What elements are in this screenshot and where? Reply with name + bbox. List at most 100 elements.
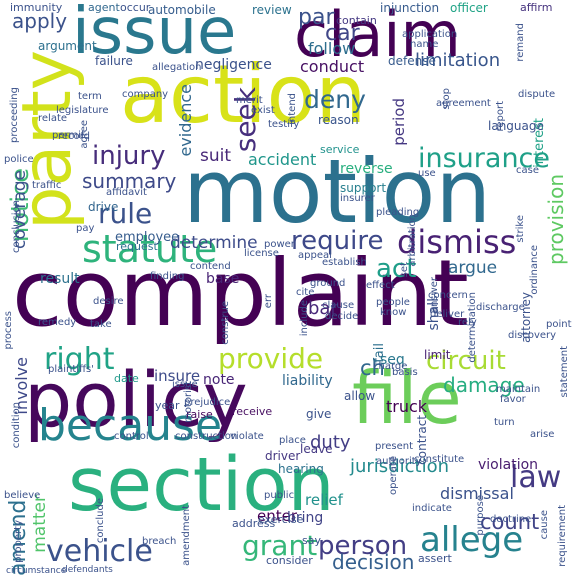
cloud-word-company: company: [122, 89, 169, 100]
cloud-word-because: because: [38, 400, 223, 451]
cloud-word-point: point: [546, 319, 572, 330]
cloud-word-basis: basis: [392, 367, 418, 378]
cloud-word-vehicle: vehicle: [46, 534, 153, 569]
cloud-word-consider: consider: [266, 554, 313, 567]
cloud-word-concern: concern: [428, 290, 468, 301]
cloud-word-bar: bar: [308, 298, 338, 319]
cloud-word-agree: agree: [79, 120, 90, 149]
cloud-word-enter: enter: [257, 507, 298, 525]
cloud-word-finding: finding: [150, 271, 185, 282]
cloud-word-par: par: [298, 5, 335, 30]
cloud-word-motion: motion: [183, 140, 492, 243]
cloud-word-determination: determination: [467, 292, 478, 363]
cloud-word-maintain: maintain: [496, 384, 541, 395]
cloud-word-section: section: [68, 442, 335, 528]
cloud-word-statute: statute: [82, 227, 218, 271]
cloud-word-limit: limit: [424, 348, 451, 362]
cloud-word-say: say: [302, 534, 321, 547]
cloud-word-term: term: [78, 91, 102, 102]
cloud-word-know: know: [380, 307, 407, 318]
cloud-word-action: action: [120, 48, 367, 141]
cloud-word-constitute: constitute: [414, 454, 465, 465]
cloud-word-insurer: insurer: [340, 193, 375, 204]
cloud-word-ordinance: ordinance: [529, 245, 540, 295]
cloud-word-provision: provision: [544, 174, 568, 265]
cloud-word-argue: argue: [448, 258, 498, 278]
cloud-word-matter: matter: [30, 495, 50, 553]
cloud-word-defendants: defendants: [62, 565, 113, 575]
cloud-word-breach: breach: [142, 536, 177, 547]
cloud-word-report: report: [495, 101, 506, 132]
cloud-word-construction: construction: [175, 431, 238, 442]
cloud-word-violate: violate: [230, 431, 264, 442]
cloud-word-car: car: [325, 21, 360, 46]
cloud-word-remand: remand: [515, 23, 526, 62]
cloud-word-pleading: pleading: [376, 207, 420, 218]
cloud-word-evidence: evidence: [176, 84, 195, 157]
cloud-word-control: control: [114, 431, 149, 442]
cloud-word-decision: decision: [332, 550, 415, 574]
cloud-word-remedy: remedy: [38, 317, 77, 328]
cloud-word-arbitration: arbitration: [407, 214, 418, 267]
cloud-word-allow: allow: [344, 389, 376, 403]
cloud-word-contend: contend: [190, 261, 231, 272]
cloud-word-suit: suit: [200, 146, 232, 166]
cloud-word-apply: apply: [12, 9, 68, 33]
cloud-word-summary: summary: [82, 169, 177, 193]
cloud-word-employee: employee: [115, 230, 180, 245]
cloud-word-prejudice: prejudice: [184, 397, 231, 408]
cloud-word-establish: establish: [322, 257, 367, 268]
cloud-word-person: person: [318, 531, 408, 561]
cloud-word-right: right: [44, 342, 115, 377]
cloud-word-hearing: hearing: [278, 462, 324, 476]
cloud-word-present: present: [375, 441, 414, 452]
cloud-word-driver: driver: [265, 449, 301, 463]
cloud-word-violation: violation: [478, 457, 539, 473]
cloud-word-claim: claim: [294, 0, 461, 71]
cloud-word-date: date: [114, 372, 139, 385]
cloud-word-truck: truck: [386, 397, 428, 416]
cloud-word-accident: accident: [248, 150, 317, 169]
cloud-word-permit: permit: [52, 130, 85, 141]
cloud-word-turn: turn: [494, 417, 515, 428]
cloud-word-bring: bring: [287, 510, 324, 526]
cloud-word-clause: clause: [322, 300, 355, 311]
cloud-word-year: year: [155, 399, 180, 412]
cloud-word-base: base: [206, 271, 240, 287]
cloud-word-allegation: allegation: [152, 62, 202, 73]
cloud-word-strike: strike: [515, 215, 526, 243]
cloud-word-cite: cite: [296, 287, 315, 298]
cloud-word-limitation: limitation: [415, 50, 501, 71]
cloud-word-liability: liability: [282, 373, 333, 389]
cloud-word-address: address: [232, 517, 276, 530]
cloud-word-set: set: [399, 262, 410, 278]
cloud-word-indicate: indicate: [412, 503, 452, 514]
cloud-word-power: power: [264, 239, 295, 250]
cloud-word-deliver: deliver: [430, 309, 465, 320]
cloud-word-desire: desire: [93, 296, 124, 307]
cloud-word-stop: stop: [441, 88, 452, 110]
cloud-word-seq: seq: [380, 352, 405, 368]
cloud-word-application: application: [402, 29, 458, 40]
cloud-word-include: include: [299, 300, 310, 337]
cloud-word-officer: officer: [450, 1, 488, 15]
cloud-word-charge: charge: [373, 361, 408, 372]
cloud-word-requirement: requirement: [557, 505, 568, 567]
cloud-word-agreement: agreement: [436, 98, 491, 109]
cloud-word-act: act: [376, 254, 417, 284]
cloud-word-language: language: [488, 119, 544, 133]
cloud-word-period: period: [390, 98, 408, 146]
cloud-word-rely: rely: [458, 317, 477, 328]
cloud-word-statement: statement: [559, 346, 570, 398]
cloud-word-contain: contain: [336, 14, 377, 27]
cloud-word-argument: argument: [38, 39, 97, 53]
cloud-word-defense: defense: [388, 54, 436, 68]
cloud-word-record: record: [58, 131, 90, 142]
cloud-word-conduct: conduct: [300, 57, 365, 76]
cloud-word-dismiss: dismiss: [397, 223, 517, 261]
cloud-word-arise: arise: [530, 429, 555, 440]
cloud-word-determine: determine: [170, 233, 258, 253]
cloud-word-note: note: [203, 372, 235, 388]
cloud-word-proceeding: proceeding: [9, 87, 20, 143]
